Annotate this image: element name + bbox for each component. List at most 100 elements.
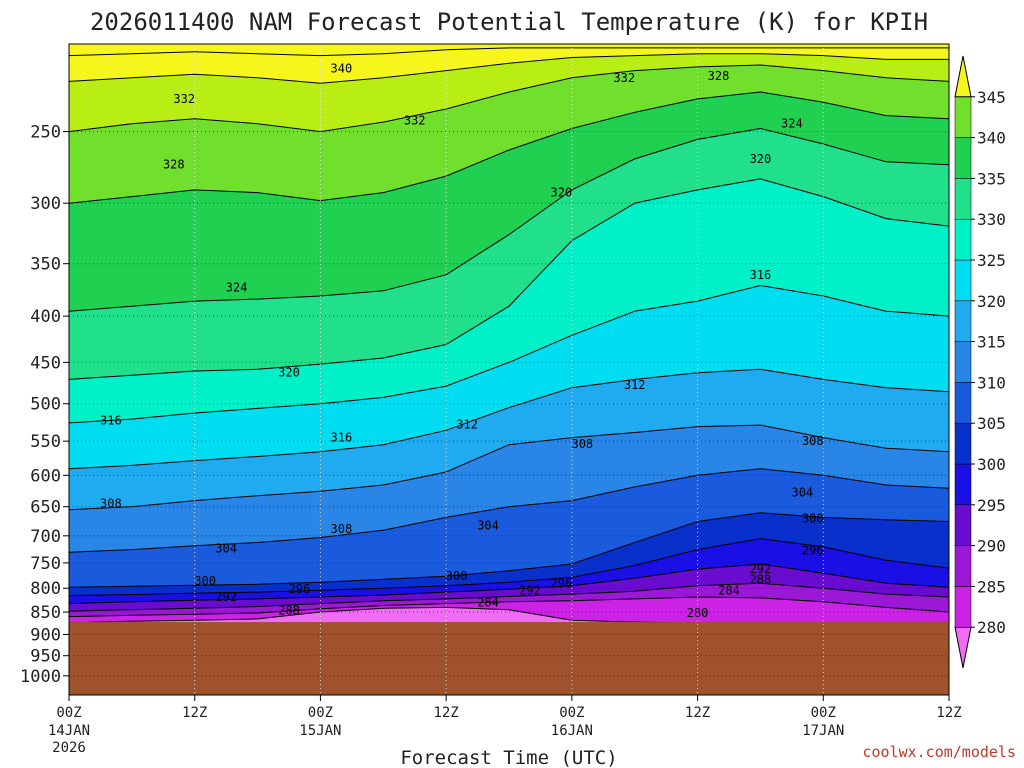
- y-tick-label: 900: [30, 625, 61, 645]
- isentrope-308: [69, 424, 949, 511]
- contour-label: 316: [331, 431, 353, 445]
- x-tick-label: 12Z: [433, 705, 458, 721]
- contour-label: 308: [802, 434, 824, 448]
- contour-label: 324: [226, 281, 248, 295]
- x-axis-label: Forecast Time (UTC): [400, 747, 617, 768]
- contour-label: 292: [750, 562, 772, 576]
- contour-label: 300: [446, 569, 468, 583]
- y-tick-label: 300: [30, 194, 61, 214]
- isentrope-328: [69, 91, 949, 204]
- contour-label: 292: [519, 584, 541, 598]
- colorbar-label: 300: [977, 455, 1006, 474]
- colorbar-label: 320: [977, 292, 1006, 311]
- contour-label: 300: [802, 512, 824, 526]
- x-tick-label: 00Z: [559, 705, 584, 721]
- contour-label: 320: [551, 186, 573, 200]
- x-tick-label: 12Z: [182, 705, 207, 721]
- contour-label: 340: [331, 62, 353, 76]
- y-tick-label: 850: [30, 603, 61, 623]
- plot-lines: [69, 47, 949, 624]
- colorbar-label: 310: [977, 373, 1006, 392]
- y-tick-label: 750: [30, 554, 61, 574]
- isentrope-320: [69, 178, 949, 380]
- y-tick-label: 600: [30, 466, 61, 486]
- colorbar-label: 325: [977, 251, 1006, 270]
- x-date-label: 14JAN: [48, 723, 90, 739]
- colorbar-swatch: [954, 218, 972, 261]
- contour-label: 312: [456, 417, 478, 431]
- contour-label: 320: [750, 152, 772, 166]
- isentrope-336: [69, 53, 949, 84]
- y-tick-label: 500: [30, 395, 61, 415]
- colorbar-label: 340: [977, 129, 1006, 148]
- contour-label: 316: [100, 414, 122, 428]
- contour-label: 300: [194, 574, 216, 588]
- contour-label: 324: [781, 117, 803, 131]
- y-tick-label: 1000: [20, 667, 61, 687]
- colorbar-swatch: [954, 422, 972, 465]
- colorbar: 280 285 290 295 300 305 310 315 320 325 330 335 340 3…: [954, 55, 1006, 669]
- colorbar-label: 280: [977, 618, 1006, 637]
- x-tick-label: 00Z: [811, 705, 836, 721]
- x-date-label: 15JAN: [299, 723, 341, 739]
- colorbar-swatch: [954, 504, 972, 546]
- contour-label: 320: [278, 366, 300, 380]
- x-date-label: 16JAN: [551, 723, 593, 739]
- colorbar-swatch: [954, 96, 972, 138]
- colorbar-label: 345: [977, 88, 1006, 107]
- colorbar-swatch: [954, 178, 972, 220]
- contour-label: 332: [613, 71, 635, 85]
- colorbar-label: 335: [977, 169, 1006, 188]
- isentrope-340: [69, 47, 949, 57]
- contour-label: 308: [331, 522, 353, 536]
- contour-label: 328: [708, 69, 730, 83]
- credit-text: coolwx.com/models: [862, 743, 1016, 761]
- colorbar-swatch: [954, 586, 972, 628]
- y-tick-label: 400: [30, 307, 61, 327]
- colorbar-swatch: [954, 137, 972, 179]
- plot-frame: [68, 43, 950, 696]
- colorbar-swatch: [954, 341, 972, 383]
- colorbar-swatch: [954, 545, 972, 587]
- chart-title: 2026011400 NAM Forecast Potential Temper…: [90, 8, 928, 36]
- colorbar-swatch: [954, 463, 972, 506]
- y-tick-label: 950: [30, 647, 61, 667]
- isentrope-300: [69, 512, 949, 588]
- isentrope-284: [69, 596, 949, 618]
- colorbar-swatch: [954, 382, 972, 424]
- x-tick-label: 12Z: [936, 705, 961, 721]
- contour-label: 332: [173, 92, 195, 106]
- contour-label: 296: [551, 576, 573, 590]
- colorbar-label: 330: [977, 210, 1006, 229]
- contour-label: 288: [278, 604, 300, 618]
- isentrope-332: [69, 64, 949, 133]
- x-tick-label: 12Z: [685, 705, 710, 721]
- contour-label: 328: [163, 158, 185, 172]
- x-tick-label: 00Z: [308, 705, 333, 721]
- colorbar-end-low: [954, 626, 972, 669]
- isentrope-312: [69, 368, 949, 470]
- colorbar-swatch: [954, 300, 972, 342]
- ground-layer: [69, 622, 949, 695]
- contour-label: 296: [289, 582, 311, 596]
- x-date-label: 2026: [52, 740, 86, 756]
- plot-fills: [69, 44, 949, 695]
- colorbar-swatch: [954, 259, 972, 302]
- contour-label: 292: [215, 590, 237, 604]
- contour-label: 288: [750, 572, 772, 586]
- colorbar-label: 315: [977, 333, 1006, 352]
- isentrope-292: [69, 563, 949, 605]
- x-tick-label: 00Z: [56, 705, 81, 721]
- contour-label: 312: [624, 378, 646, 392]
- contour-label: 284: [477, 596, 499, 610]
- isentrope-296: [69, 538, 949, 596]
- y-tick-label: 550: [30, 432, 61, 452]
- contour-label: 304: [791, 486, 813, 500]
- band-fill-340: [69, 44, 949, 56]
- colorbar-label: 305: [977, 414, 1006, 433]
- colorbar-label: 285: [977, 577, 1006, 596]
- y-tick-label: 450: [30, 353, 61, 373]
- contour-label: 296: [802, 544, 824, 558]
